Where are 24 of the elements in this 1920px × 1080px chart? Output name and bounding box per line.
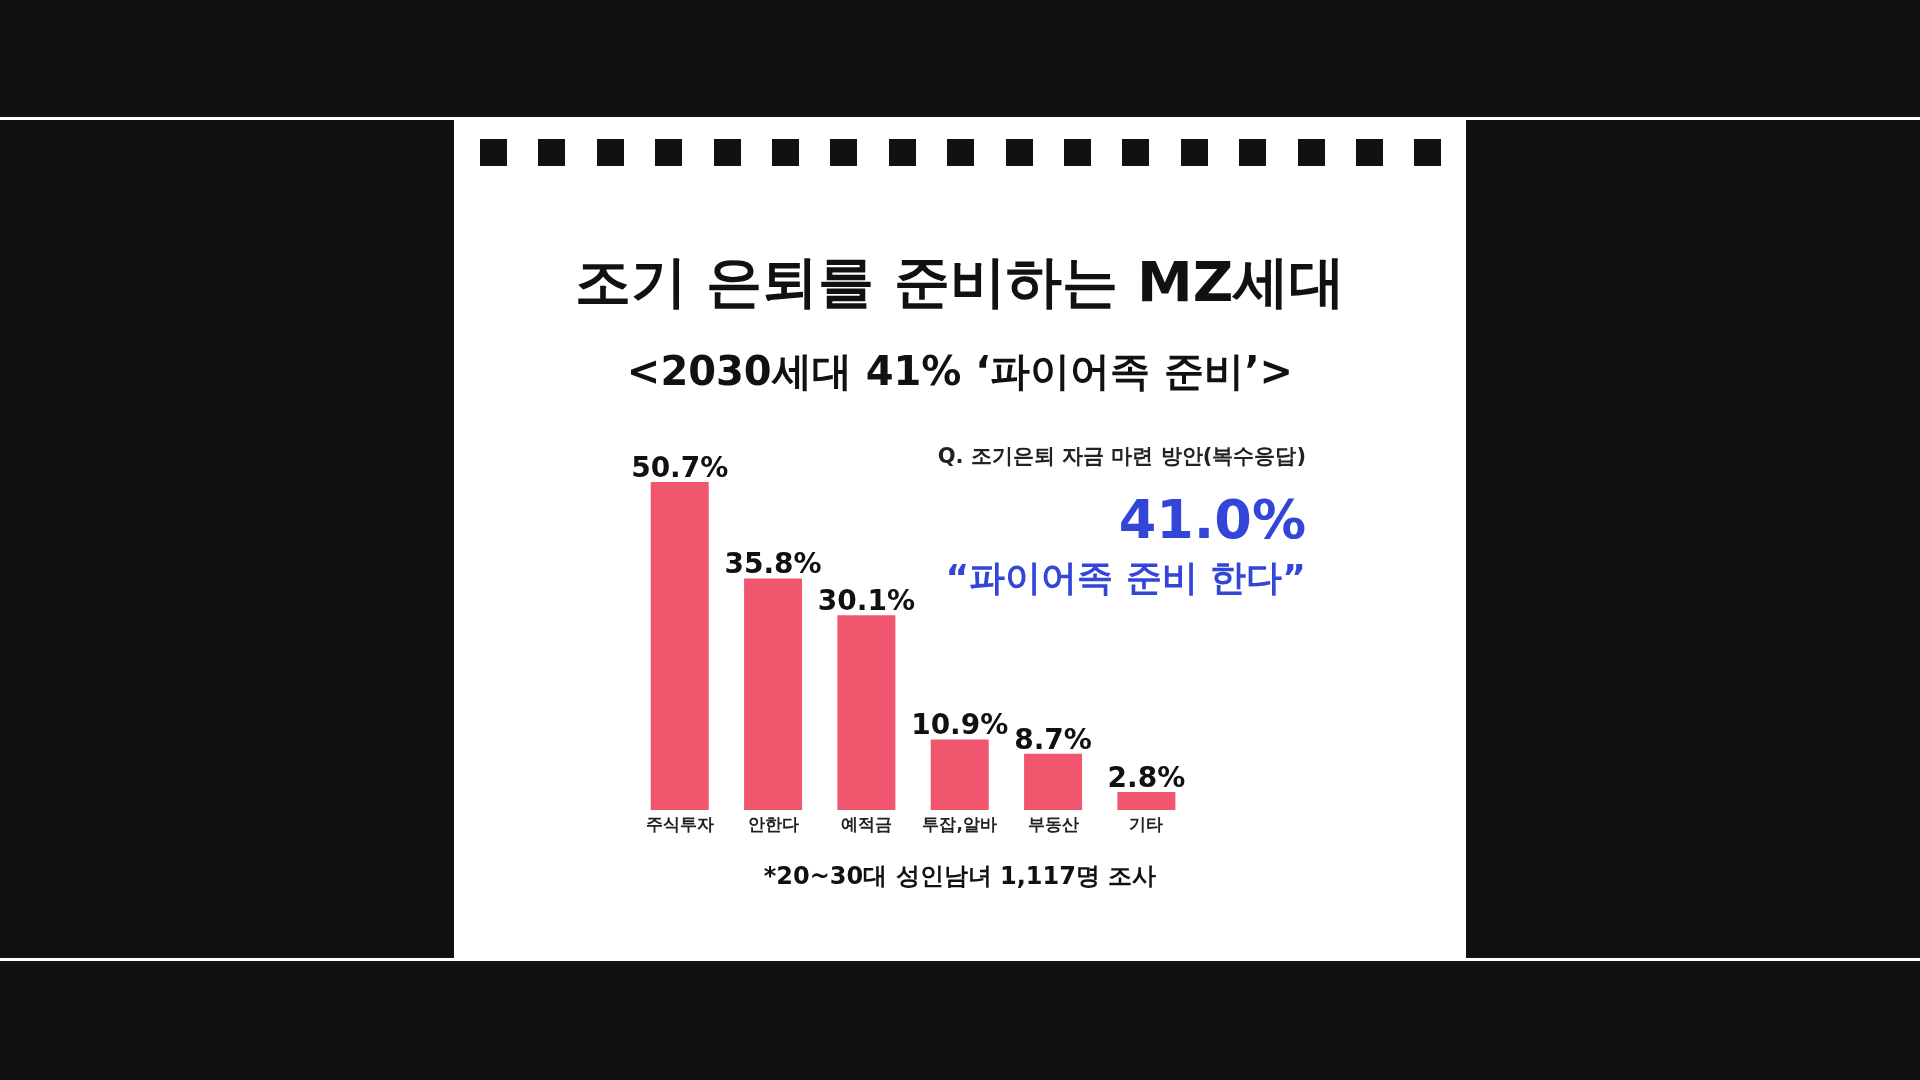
data-label: 50.7% [631,451,729,484]
data-label: 2.8% [1107,760,1186,794]
x-tick-label: 투잡,알바 [922,814,997,835]
bar [837,615,896,810]
chart-title: 조기 은퇴를 준비하는 MZ세대 [573,248,1347,316]
bar [1024,753,1083,810]
text: *20~30대 성인남녀 1,117명 조사 [762,861,1158,892]
bar [650,482,709,810]
x-tick-label: 안한다 [747,814,799,835]
x-tick-label: 기타 [1129,814,1164,835]
data-label: 8.7% [1014,722,1092,756]
data-label: 35.8% [724,547,822,581]
chart-subtitle: <2030세대 41% ‘파이어족 준비’> [625,347,1295,396]
x-tick-label: 주식투자 [645,814,714,835]
annotation: “파이어족 준비 한다” [945,556,1306,600]
annotation: 41.0% [1118,488,1306,551]
bar [1117,791,1176,810]
data-label: 30.1% [817,584,915,618]
data-label: 10.9% [911,708,1009,742]
bar [930,739,989,810]
bar [744,578,803,810]
text: Q. 조기은퇴 자금 마련 방안(복수응답) [937,443,1306,470]
x-tick-label: 부동산 [1027,814,1079,835]
x-tick-label: 예적금 [840,814,892,835]
